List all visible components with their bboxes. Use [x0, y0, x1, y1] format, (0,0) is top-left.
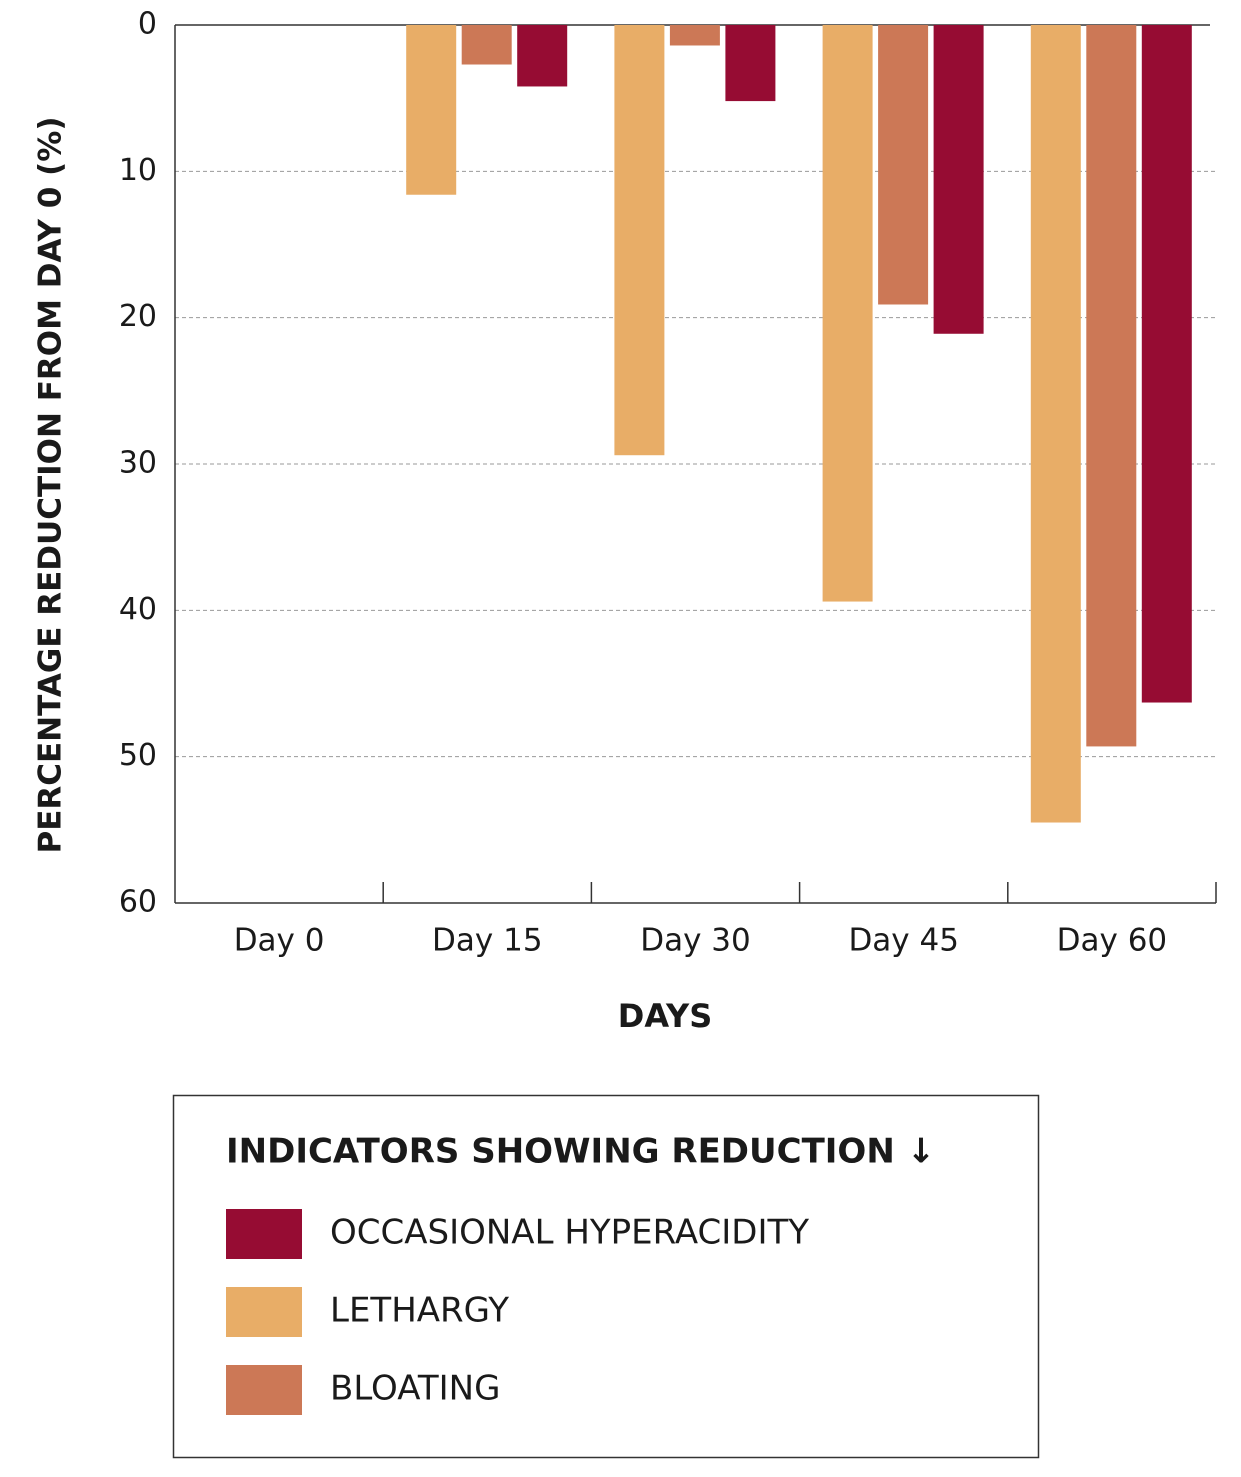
- bar: [614, 25, 665, 456]
- y-tick-label: 0: [138, 7, 157, 42]
- bar: [933, 25, 984, 334]
- x-tick-label: Day 45: [848, 923, 959, 959]
- y-axis-label: PERCENTAGE REDUCTION FROM DAY 0 (%): [33, 116, 69, 853]
- legend-title: INDICATORS SHOWING REDUCTION ↓: [226, 1132, 935, 1172]
- bar: [669, 25, 720, 46]
- bar: [406, 25, 457, 195]
- legend-box: [172, 1094, 1040, 1459]
- y-tick-label: 40: [119, 592, 157, 627]
- y-tick-label: 10: [119, 153, 157, 188]
- y-tick-label: 30: [119, 446, 157, 481]
- legend-label: LETHARGY: [330, 1291, 509, 1331]
- bar: [517, 25, 568, 87]
- bar: [1086, 25, 1137, 747]
- x-tick-label: Day 0: [234, 923, 325, 959]
- legend-label: BLOATING: [330, 1369, 500, 1409]
- bar: [1030, 25, 1081, 823]
- x-tick-label: Day 30: [640, 923, 751, 959]
- bar: [822, 25, 873, 602]
- x-tick-label: Day 60: [1057, 923, 1168, 959]
- legend-label: OCCASIONAL HYPERACIDITY: [330, 1213, 809, 1253]
- y-tick-label: 20: [119, 299, 157, 334]
- y-tick-label: 50: [119, 738, 157, 773]
- x-tick-label: Day 15: [432, 923, 543, 959]
- bar: [725, 25, 776, 102]
- x-axis-label: DAYS: [618, 997, 712, 1035]
- bar: [461, 25, 512, 65]
- legend-swatch: [226, 1287, 302, 1337]
- legend-swatch: [226, 1209, 302, 1259]
- legend-swatch: [226, 1365, 302, 1415]
- y-tick-label: 60: [119, 885, 157, 920]
- bar: [878, 25, 929, 305]
- bar: [1141, 25, 1192, 703]
